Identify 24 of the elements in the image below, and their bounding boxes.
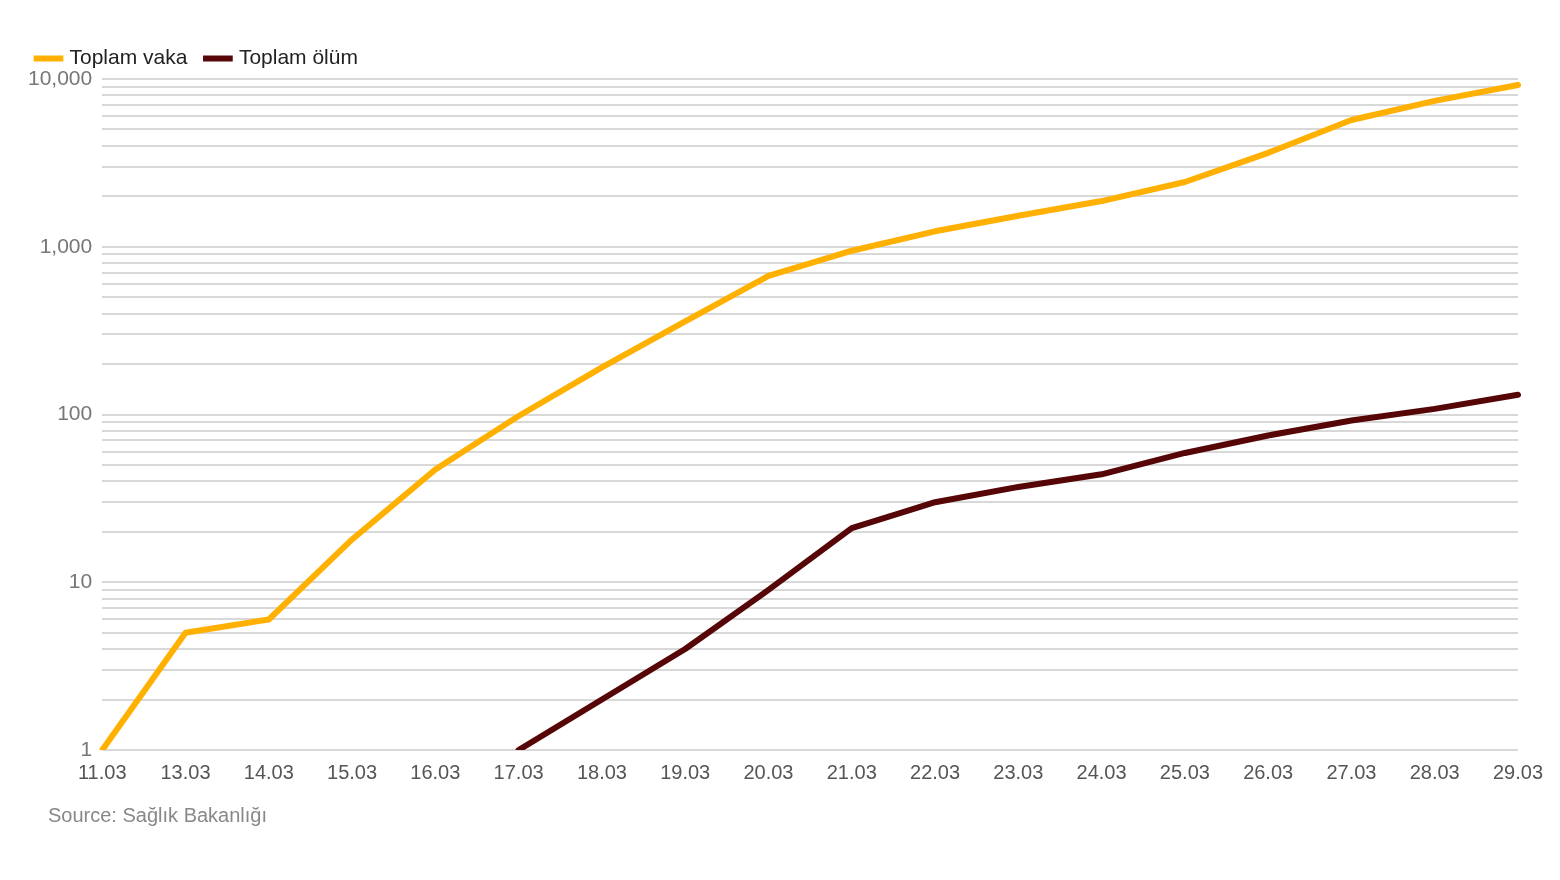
x-tick-label: 16.03 — [410, 760, 461, 783]
x-tick-label: 14.03 — [243, 760, 294, 783]
y-tick-label: 10 — [68, 569, 93, 593]
y-tick-label: 1,000 — [39, 233, 93, 257]
x-tick-label: 20.03 — [743, 760, 794, 783]
x-tick-label: 28.03 — [1409, 760, 1460, 783]
y-tick-label: 1 — [80, 736, 93, 760]
x-tick-label: 24.03 — [1076, 760, 1127, 783]
y-tick-label: 100 — [57, 401, 93, 425]
x-tick-label: 26.03 — [1243, 760, 1294, 783]
x-tick-label: 29.03 — [1492, 760, 1544, 783]
x-tick-label: 23.03 — [993, 760, 1044, 783]
x-tick-label: 21.03 — [826, 760, 877, 783]
x-tick-label: 18.03 — [576, 760, 627, 783]
x-tick-label: 27.03 — [1326, 760, 1377, 783]
x-tick-label: 25.03 — [1159, 760, 1210, 783]
x-tick-label: 22.03 — [910, 760, 961, 783]
x-tick-label: 17.03 — [493, 760, 544, 783]
x-tick-label: 11.03 — [77, 760, 127, 783]
x-tick-label: 15.03 — [327, 760, 378, 783]
x-tick-label: 19.03 — [660, 760, 711, 783]
x-tick-label: 13.03 — [160, 760, 211, 783]
legend-label: Toplam ölüm — [238, 45, 358, 69]
source-note: Source: Sağlık Bakanlığı — [48, 804, 268, 827]
